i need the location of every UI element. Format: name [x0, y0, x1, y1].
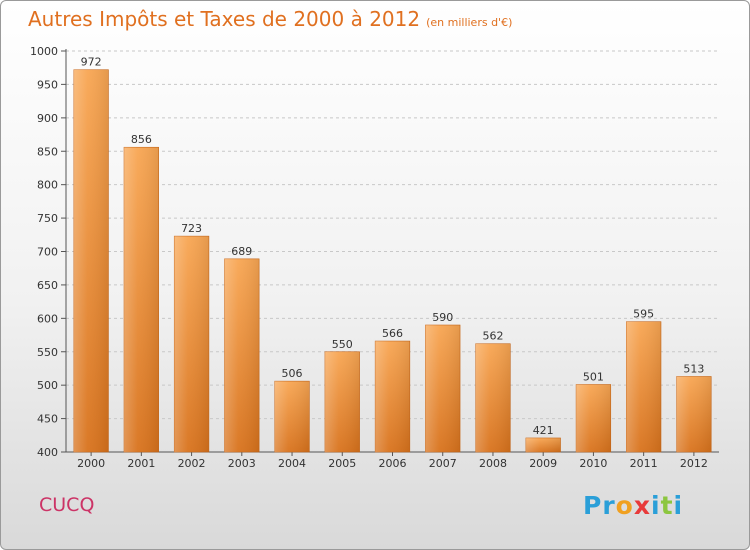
- proxiti-logo: Proxiti: [583, 491, 683, 520]
- y-tick-label: 550: [37, 346, 58, 359]
- y-tick-label: 850: [37, 145, 58, 158]
- data-labels: 972 856 723 689 506 550 566 590 562 421 501 595 513: [81, 56, 705, 437]
- y-tick-label: 900: [37, 112, 58, 125]
- x-tick-label: 2002: [178, 457, 206, 470]
- bar-shading: [576, 384, 611, 452]
- x-tick-label: 2001: [127, 457, 155, 470]
- bar-value-label: 595: [633, 308, 654, 321]
- x-tick-label: 2010: [579, 457, 607, 470]
- bar-shading: [475, 343, 511, 452]
- logo-letter: o: [615, 491, 634, 520]
- y-axis-ticks: 400 450 500 550 600 650 700 750 800 850 900 950 1000: [30, 45, 58, 459]
- bar-shading: [174, 236, 209, 452]
- bar-shading: [274, 381, 310, 452]
- bar-value-label: 689: [231, 245, 252, 258]
- y-tick-label: 800: [37, 179, 58, 192]
- x-tick-label: 2000: [77, 457, 105, 470]
- x-tick-label: 2003: [228, 457, 256, 470]
- bar-value-label: 421: [533, 424, 554, 437]
- chart-title: Autres Impôts et Taxes de 2000 à 2012 (en…: [28, 7, 512, 31]
- y-tick-label: 950: [37, 78, 58, 91]
- y-tick-label: 700: [37, 246, 58, 259]
- bar-shading: [676, 376, 712, 452]
- bar-value-label: 550: [332, 338, 353, 351]
- title-unit: (en milliers d'€): [426, 16, 513, 29]
- logo-letter: r: [602, 491, 616, 520]
- bar-shading: [324, 351, 360, 452]
- y-tick-label: 650: [37, 279, 58, 292]
- logo-letter: P: [583, 491, 603, 520]
- bar-shading: [425, 325, 461, 452]
- bar-value-label: 856: [131, 133, 152, 146]
- x-axis-ticks: 2000 2001 2002 2003 2004 2005 2006 2007 2008 2009…: [77, 457, 708, 470]
- y-tick-label: 750: [37, 212, 58, 225]
- bar-value-label: 506: [282, 367, 303, 380]
- bar-shading: [626, 321, 661, 452]
- x-tick-label: 2012: [680, 457, 708, 470]
- logo-letter: x: [633, 491, 651, 520]
- bar-value-label: 566: [382, 327, 403, 340]
- bar-value-label: 513: [683, 362, 704, 375]
- x-tick-label: 2007: [429, 457, 457, 470]
- commune-name: CUCQ: [39, 494, 95, 516]
- bar-shading: [525, 437, 561, 452]
- bar-shading: [124, 147, 159, 453]
- bar-value-label: 590: [432, 311, 453, 324]
- y-tick-label: 450: [37, 413, 58, 426]
- x-tick-label: 2009: [529, 457, 557, 470]
- x-tick-label: 2004: [278, 457, 306, 470]
- y-tick-label: 400: [37, 446, 58, 459]
- x-tick-label: 2006: [379, 457, 407, 470]
- y-tick-label: 600: [37, 312, 58, 325]
- bar-value-label: 501: [583, 370, 604, 383]
- x-tick-label: 2008: [479, 457, 507, 470]
- bar-value-label: 562: [482, 330, 503, 343]
- bar-value-label: 723: [181, 222, 202, 235]
- x-tick-label: 2005: [328, 457, 356, 470]
- logo-letter: i: [673, 491, 684, 520]
- title-main: Autres Impôts et Taxes de 2000 à 2012: [28, 7, 421, 31]
- logo-letter: t: [660, 491, 674, 520]
- bar-shading: [224, 258, 260, 452]
- y-tick-label: 500: [37, 379, 58, 392]
- bar-shading: [375, 341, 410, 452]
- x-tick-label: 2011: [630, 457, 658, 470]
- bar-value-label: 972: [81, 56, 102, 69]
- logo-letter: i: [651, 491, 661, 520]
- y-tick-label: 1000: [30, 45, 58, 58]
- bar-shading: [73, 69, 109, 453]
- bars: [73, 69, 712, 453]
